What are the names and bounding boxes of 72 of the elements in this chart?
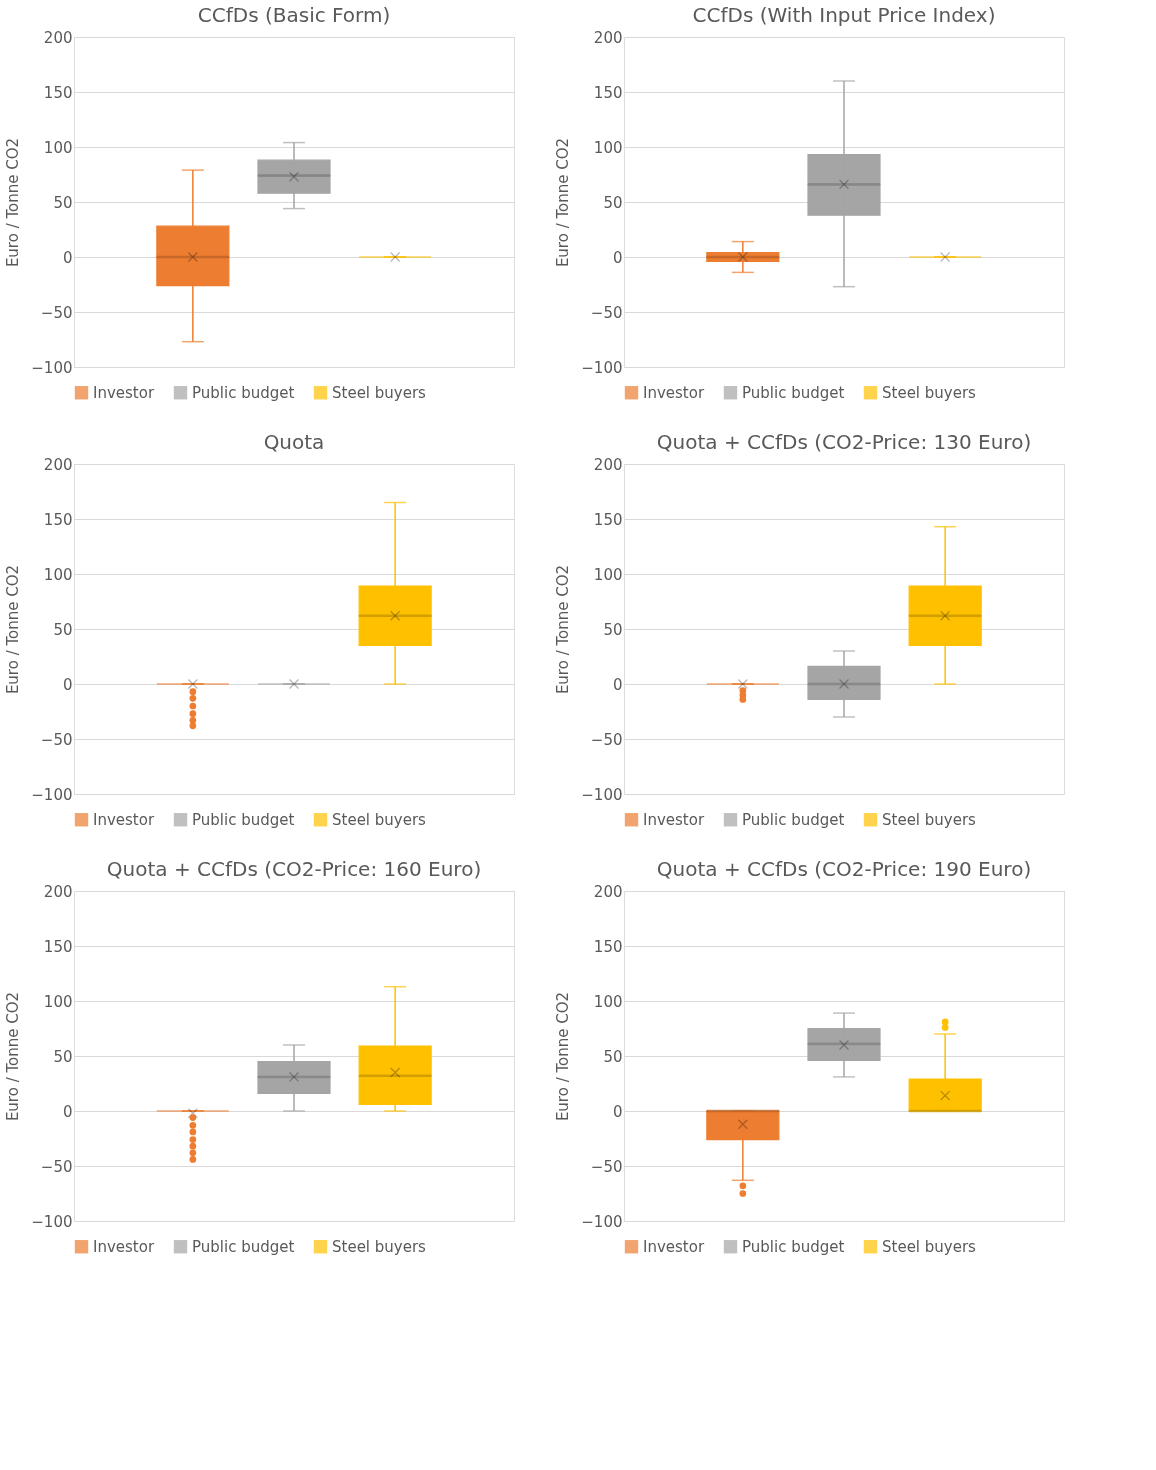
y-tick-label: 50 xyxy=(603,620,623,639)
legend-label: Steel buyers xyxy=(882,1237,977,1256)
y-tick-label: −100 xyxy=(31,785,73,804)
y-tick-label: −100 xyxy=(581,1212,623,1231)
y-tick-label: −100 xyxy=(581,358,623,377)
y-tick-label: 150 xyxy=(43,83,73,102)
y-tick-label: 0 xyxy=(612,675,623,694)
y-tick-label: 200 xyxy=(43,882,73,901)
y-tick-label: 150 xyxy=(593,937,623,956)
y-tick-label: 0 xyxy=(62,675,73,694)
chart-title: Quota + CCfDs (CO2-Price: 190 Euro) xyxy=(656,857,1032,881)
legend-label: Public budget xyxy=(742,810,845,829)
legend-label: Public budget xyxy=(192,810,295,829)
y-tick-label: −50 xyxy=(590,1157,623,1176)
y-tick-label: 200 xyxy=(593,455,623,474)
y-tick-label: 50 xyxy=(603,1047,623,1066)
y-tick-label: −50 xyxy=(40,303,73,322)
chart-title: Quota + CCfDs (CO2-Price: 160 Euro) xyxy=(106,857,482,881)
legend-label: Public budget xyxy=(742,383,845,402)
chart-title: CCfDs (With Input Price Index) xyxy=(692,3,996,27)
y-tick-label: 100 xyxy=(43,138,73,157)
y-tick-label: −50 xyxy=(40,730,73,749)
y-tick-label: 150 xyxy=(43,937,73,956)
legend-label: Investor xyxy=(93,1237,155,1256)
y-tick-label: 0 xyxy=(612,1102,623,1121)
y-axis-title: Euro / Tonne CO2 xyxy=(554,564,573,695)
y-axis-title: Euro / Tonne CO2 xyxy=(4,991,23,1122)
y-tick-label: 150 xyxy=(593,83,623,102)
legend-label: Investor xyxy=(643,810,705,829)
y-tick-label: 200 xyxy=(593,882,623,901)
legend-label: Investor xyxy=(643,1237,705,1256)
y-tick-label: 100 xyxy=(43,992,73,1011)
y-tick-label: 100 xyxy=(593,138,623,157)
legend-label: Investor xyxy=(93,810,155,829)
y-tick-label: 100 xyxy=(43,565,73,584)
y-tick-label: 50 xyxy=(53,1047,73,1066)
legend-label: Investor xyxy=(643,383,705,402)
chart-title: Quota xyxy=(263,430,325,454)
y-tick-label: 150 xyxy=(593,510,623,529)
legend-label: Steel buyers xyxy=(332,810,427,829)
y-tick-label: −50 xyxy=(40,1157,73,1176)
y-axis-title: Euro / Tonne CO2 xyxy=(554,137,573,268)
legend-label: Public budget xyxy=(192,383,295,402)
chart-title: CCfDs (Basic Form) xyxy=(197,3,391,27)
chart-title: Quota + CCfDs (CO2-Price: 130 Euro) xyxy=(656,430,1032,454)
y-tick-label: 0 xyxy=(62,1102,73,1121)
legend-label: Steel buyers xyxy=(332,383,427,402)
y-tick-label: 0 xyxy=(612,248,623,267)
y-tick-label: −100 xyxy=(31,1212,73,1231)
y-tick-label: −50 xyxy=(590,730,623,749)
y-tick-label: 50 xyxy=(53,193,73,212)
y-tick-label: −50 xyxy=(590,303,623,322)
y-tick-label: 100 xyxy=(593,565,623,584)
legend-label: Public budget xyxy=(742,1237,845,1256)
y-tick-label: 100 xyxy=(593,992,623,1011)
legend-label: Investor xyxy=(93,383,155,402)
y-tick-label: 150 xyxy=(43,510,73,529)
y-axis-title: Euro / Tonne CO2 xyxy=(4,564,23,695)
y-tick-label: 50 xyxy=(603,193,623,212)
y-tick-label: 50 xyxy=(53,620,73,639)
legend-label: Steel buyers xyxy=(332,1237,427,1256)
y-tick-label: 0 xyxy=(62,248,73,267)
legend-label: Public budget xyxy=(192,1237,295,1256)
y-tick-label: −100 xyxy=(31,358,73,377)
y-tick-label: 200 xyxy=(593,28,623,47)
legend-label: Steel buyers xyxy=(882,383,977,402)
y-axis-title: Euro / Tonne CO2 xyxy=(4,137,23,268)
y-axis-title: Euro / Tonne CO2 xyxy=(554,991,573,1122)
y-tick-label: 200 xyxy=(43,455,73,474)
legend-label: Steel buyers xyxy=(882,810,977,829)
y-tick-label: −100 xyxy=(581,785,623,804)
y-tick-label: 200 xyxy=(43,28,73,47)
